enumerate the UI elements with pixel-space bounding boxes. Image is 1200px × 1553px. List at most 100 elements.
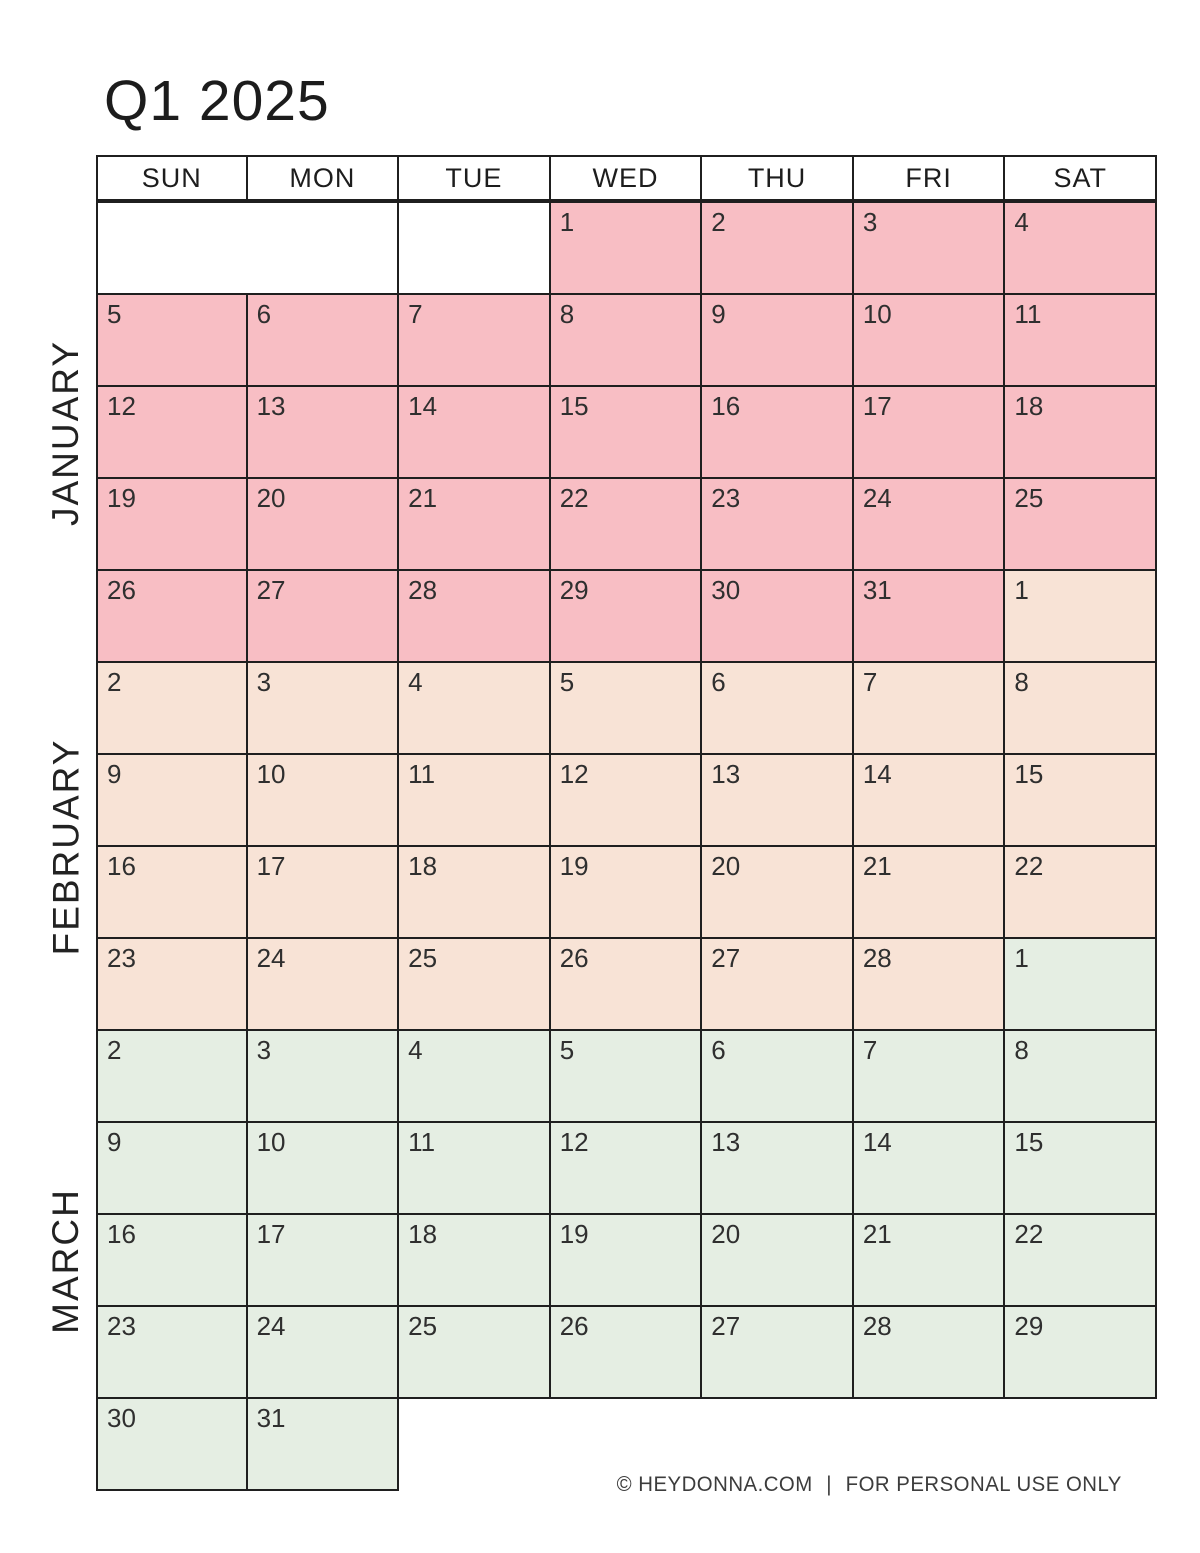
day-cell-january-14: 14 bbox=[399, 387, 551, 479]
day-number: 6 bbox=[256, 299, 272, 329]
day-number: 3 bbox=[256, 1035, 272, 1065]
day-cell-march-31: 31 bbox=[247, 1399, 400, 1491]
day-number: 9 bbox=[107, 759, 122, 789]
day-number: 28 bbox=[408, 575, 438, 605]
day-number: 4 bbox=[408, 667, 423, 697]
day-cell-january-7: 7 bbox=[399, 295, 551, 387]
day-number: 15 bbox=[1014, 759, 1044, 789]
day-header-wed: WED bbox=[550, 155, 703, 203]
month-label-text: FEBRUARY bbox=[45, 738, 86, 956]
day-cell-march-13: 13 bbox=[702, 1123, 854, 1215]
day-number: 13 bbox=[256, 391, 286, 421]
day-cell-february-27: 27 bbox=[702, 939, 854, 1031]
day-header-tue: TUE bbox=[399, 155, 551, 203]
day-cell-january-16: 16 bbox=[702, 387, 854, 479]
footer-separator: | bbox=[826, 1473, 833, 1496]
day-cell-january-22: 22 bbox=[550, 479, 703, 571]
day-number: 23 bbox=[711, 483, 741, 513]
day-cell-january-27: 27 bbox=[247, 571, 400, 663]
day-cell-february-11: 11 bbox=[399, 755, 551, 847]
day-cell-february-8: 8 bbox=[1005, 663, 1157, 755]
day-cell-march-6: 6 bbox=[702, 1031, 854, 1123]
month-label-text: MARCH bbox=[45, 1188, 87, 1334]
day-number: 19 bbox=[559, 1219, 589, 1249]
day-number: 6 bbox=[711, 667, 726, 697]
day-number: 28 bbox=[862, 943, 892, 973]
day-number: 16 bbox=[711, 391, 741, 421]
day-number: 1 bbox=[1014, 943, 1029, 973]
day-cell-march-1: 1 bbox=[1005, 939, 1157, 1031]
day-number: 10 bbox=[256, 759, 286, 789]
day-cell-march-28: 28 bbox=[853, 1307, 1006, 1399]
day-cell-march-12: 12 bbox=[550, 1123, 703, 1215]
day-number: 5 bbox=[107, 299, 122, 329]
footer-copyright: © HEYDONNA.COM bbox=[616, 1473, 813, 1496]
day-cell-march-3: 3 bbox=[247, 1031, 400, 1123]
day-cell-february-24: 24 bbox=[247, 939, 400, 1031]
day-cell-january-30: 30 bbox=[702, 571, 854, 663]
day-number: 30 bbox=[107, 1403, 136, 1433]
day-cell-february-9: 9 bbox=[96, 755, 248, 847]
day-number: 11 bbox=[408, 1127, 436, 1157]
day-cell-march-9: 9 bbox=[96, 1123, 248, 1215]
day-cell-february-3: 3 bbox=[247, 663, 400, 755]
day-cell-january-24: 24 bbox=[853, 479, 1006, 571]
day-cell-february-21: 21 bbox=[853, 847, 1006, 939]
day-number: 27 bbox=[711, 943, 741, 973]
day-cell-march-23: 23 bbox=[96, 1307, 248, 1399]
footer-notice: FOR PERSONAL USE ONLY bbox=[845, 1473, 1122, 1496]
blank-cell bbox=[399, 203, 551, 295]
day-cell-january-19: 19 bbox=[96, 479, 248, 571]
day-cell-january-26: 26 bbox=[96, 571, 248, 663]
day-cell-february-18: 18 bbox=[399, 847, 551, 939]
day-cell-march-8: 8 bbox=[1005, 1031, 1157, 1123]
day-number: 11 bbox=[408, 759, 436, 789]
day-cell-january-28: 28 bbox=[399, 571, 551, 663]
day-number: 1 bbox=[1014, 575, 1029, 605]
day-number: 19 bbox=[107, 483, 136, 513]
day-number: 16 bbox=[107, 1219, 136, 1249]
day-cell-february-22: 22 bbox=[1005, 847, 1157, 939]
day-cell-march-16: 16 bbox=[96, 1215, 248, 1307]
day-number: 8 bbox=[1014, 667, 1029, 697]
day-cell-january-18: 18 bbox=[1005, 387, 1157, 479]
day-cell-march-25: 25 bbox=[399, 1307, 551, 1399]
day-number: 12 bbox=[559, 1127, 589, 1157]
day-number: 24 bbox=[862, 483, 892, 513]
day-cell-march-29: 29 bbox=[1005, 1307, 1157, 1399]
day-number: 2 bbox=[107, 1035, 122, 1065]
day-cell-march-26: 26 bbox=[550, 1307, 703, 1399]
day-cell-january-3: 3 bbox=[853, 203, 1006, 295]
day-cell-march-22: 22 bbox=[1005, 1215, 1157, 1307]
day-number: 3 bbox=[256, 667, 272, 697]
day-cell-february-15: 15 bbox=[1005, 755, 1157, 847]
day-number: 6 bbox=[711, 1035, 726, 1065]
day-number: 23 bbox=[107, 1311, 136, 1341]
day-cell-january-10: 10 bbox=[853, 295, 1006, 387]
day-number: 21 bbox=[862, 1219, 892, 1249]
day-cell-january-9: 9 bbox=[702, 295, 854, 387]
day-number: 25 bbox=[408, 1311, 438, 1341]
day-cell-march-18: 18 bbox=[399, 1215, 551, 1307]
day-cell-february-19: 19 bbox=[550, 847, 703, 939]
day-number: 31 bbox=[862, 575, 892, 605]
day-number: 24 bbox=[256, 1311, 286, 1341]
day-number: 10 bbox=[256, 1127, 286, 1157]
day-number: 24 bbox=[256, 943, 286, 973]
day-number: 7 bbox=[862, 667, 878, 697]
day-cell-march-10: 10 bbox=[247, 1123, 400, 1215]
day-number: 14 bbox=[862, 759, 892, 789]
day-header-mon: MON bbox=[247, 155, 400, 203]
day-number: 21 bbox=[862, 851, 892, 881]
day-number: 29 bbox=[1014, 1311, 1044, 1341]
day-cell-february-12: 12 bbox=[550, 755, 703, 847]
day-number: 20 bbox=[711, 1219, 741, 1249]
day-number: 13 bbox=[711, 759, 741, 789]
day-cell-january-5: 5 bbox=[96, 295, 248, 387]
day-number: 1 bbox=[559, 207, 575, 237]
day-number: 27 bbox=[711, 1311, 741, 1341]
day-header-fri: FRI bbox=[853, 155, 1006, 203]
day-cell-february-10: 10 bbox=[247, 755, 400, 847]
day-number: 12 bbox=[559, 759, 589, 789]
day-cell-february-6: 6 bbox=[702, 663, 854, 755]
